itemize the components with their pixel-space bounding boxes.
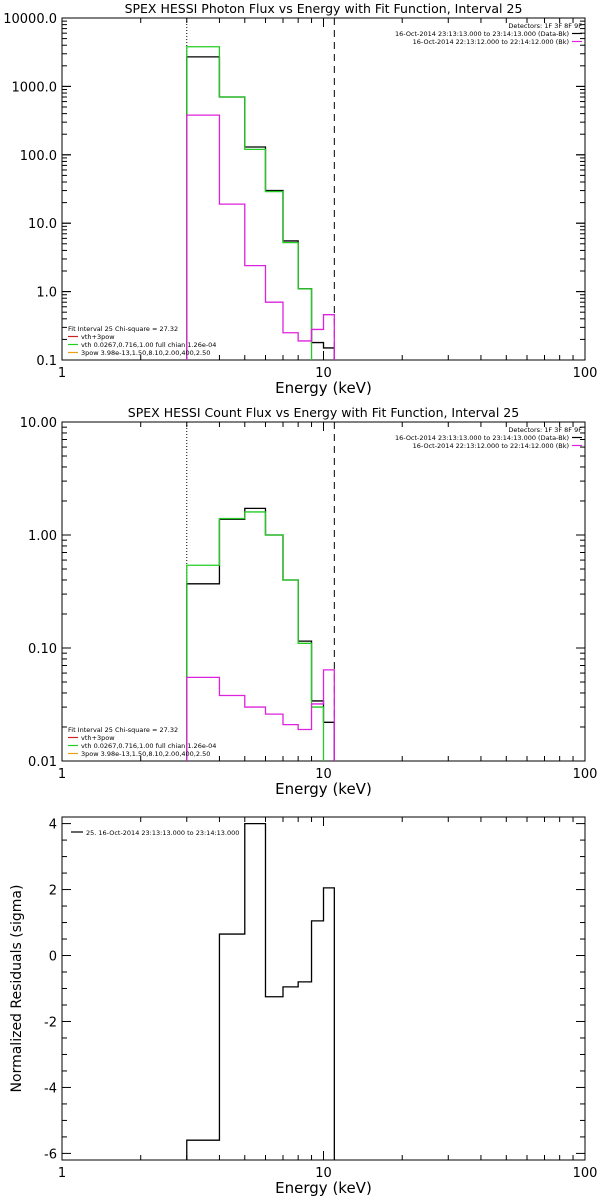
x-tick-label: 10 (315, 767, 332, 782)
legend-entry: 16-Oct-2014 22:13:12.000 to 22:14:12.000… (413, 38, 569, 46)
count-data (186, 507, 335, 761)
legend-entry: 25. 16-Oct-2014 23:13:13.000 to 23:14:13… (86, 829, 239, 837)
photon-series-magenta (186, 114, 335, 360)
legend-entry: vth+3pow (81, 333, 115, 341)
legend-entry: vth 0.0267,0.716,1.00 full chian 1.26e-0… (81, 341, 216, 349)
residuals-frame (61, 816, 586, 1161)
y-tick-label: 0.1 (36, 354, 57, 369)
x-axis-label: Energy (keV) (275, 379, 372, 397)
legend-header: Fit Interval 25 Chi-square = 27.32 (68, 726, 178, 734)
y-tick-label: 100.0 (20, 149, 57, 164)
photon-panel: 1 10 100 0.1 1.0 10.0 100.0 1000.0 10000.0 Energy… (3, 1, 597, 397)
legend-header: Detectors: 1F 3F 8F 9F (508, 22, 582, 30)
y-tick-label: -4 (44, 1081, 57, 1096)
y-tick-label: 10000.0 (3, 12, 57, 27)
legend-entry: 16-Oct-2014 23:13:13.000 to 23:14:13.000… (395, 434, 569, 442)
count-series-black (186, 507, 335, 761)
y-tick-label: 0 (49, 950, 57, 965)
residuals-data (186, 822, 335, 1160)
legend-entry: vth 0.0267,0.716,1.00 full chian 1.26e-0… (81, 742, 216, 750)
x-tick-label: 1 (58, 366, 66, 381)
legend-entry: vth+3pow (81, 734, 115, 742)
legend-entry: 16-Oct-2014 23:13:13.000 to 23:14:13.000… (395, 30, 569, 38)
photon-frame (61, 17, 586, 361)
y-tick-label: 10.0 (28, 217, 57, 232)
x-tick-label: 100 (573, 1166, 598, 1181)
y-tick-label: 2 (49, 884, 57, 899)
residuals-panel: 1 10 100 -6 -4 -2 0 2 4 Energy (keV) Normalized Re… (9, 816, 598, 1197)
y-tick-label: 1.00 (28, 529, 57, 544)
y-tick-label: 0.01 (28, 755, 57, 770)
photon-series-black (186, 56, 335, 360)
y-tick-label: 10.00 (20, 416, 57, 431)
photon-series-green (186, 46, 313, 360)
count-series-green (186, 511, 325, 761)
x-tick-label: 10 (315, 1166, 332, 1181)
y-tick-label: 1.0 (36, 286, 57, 301)
photon-data (186, 46, 335, 360)
residuals-series-black (186, 822, 335, 1160)
chart-title: SPEX HESSI Photon Flux vs Energy with Fi… (125, 1, 523, 16)
y-axis-label: Normalized Residuals (sigma) (9, 885, 25, 1093)
legend-header: Fit Interval 25 Chi-square = 27.32 (68, 325, 178, 333)
y-tick-label: -6 (44, 1147, 57, 1162)
legend-entry: 3pow 3.98e-13,1.50,8.10,2.00,400,2.50 (81, 349, 210, 357)
x-tick-label: 10 (315, 366, 332, 381)
legend-entry: 3pow 3.98e-13,1.50,8.10,2.00,400,2.50 (81, 750, 210, 758)
chart-title: SPEX HESSI Count Flux vs Energy with Fit… (128, 405, 519, 420)
x-tick-label: 100 (573, 366, 598, 381)
y-tick-label: 0.10 (28, 642, 57, 657)
x-tick-label: 1 (58, 1166, 66, 1181)
y-tick-label: 1000.0 (12, 80, 58, 95)
x-axis-label: Energy (keV) (275, 1179, 372, 1197)
x-tick-label: 100 (573, 767, 598, 782)
x-tick-label: 1 (58, 767, 66, 782)
count-series-magenta (186, 669, 335, 761)
legend-entry: 16-Oct-2014 22:13:12.000 to 22:14:12.000… (413, 442, 569, 450)
legend-header: Detectors: 1F 3F 8F 9F (508, 426, 582, 434)
y-tick-label: -2 (44, 1015, 57, 1030)
count-panel: 1 10 100 0.01 0.10 1.00 10.00 Energy (keV) SPEX … (20, 405, 598, 798)
x-axis-label: Energy (keV) (275, 780, 372, 798)
y-tick-label: 4 (49, 818, 57, 833)
